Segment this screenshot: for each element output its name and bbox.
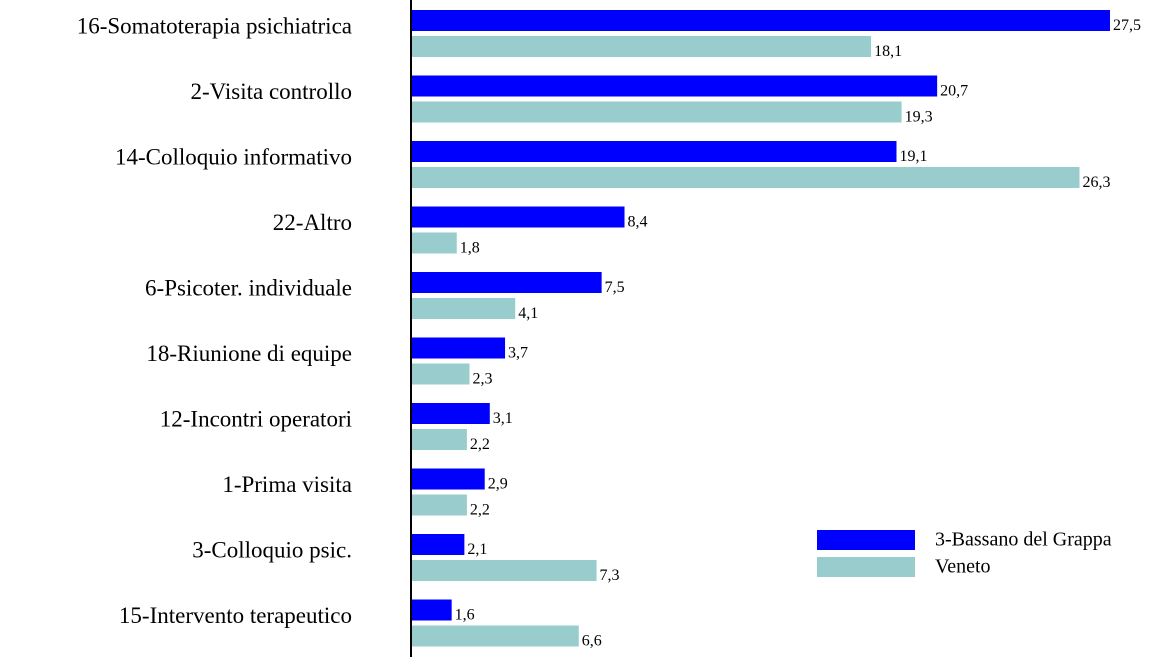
bar (411, 534, 465, 555)
bar (411, 337, 506, 359)
bar (411, 206, 625, 228)
bar (411, 560, 597, 581)
y-tick-label: 2-Visita controllo (190, 79, 352, 104)
legend-label: Veneto (935, 556, 991, 578)
bar (411, 36, 872, 57)
value-label: 3,7 (508, 345, 528, 362)
value-label: 7,3 (600, 567, 620, 584)
value-label: 1,8 (460, 240, 480, 257)
value-label: 4,1 (518, 305, 538, 322)
value-label: 7,5 (605, 279, 625, 296)
value-label: 27,5 (1113, 17, 1141, 34)
value-label: 18,1 (874, 43, 902, 60)
bar (411, 167, 1080, 188)
value-label: 2,2 (470, 502, 490, 519)
bar (411, 468, 485, 490)
bar (411, 625, 579, 647)
legend-swatch (817, 530, 915, 550)
value-label: 19,3 (905, 109, 933, 126)
y-tick-label: 16-Somatoterapia psichiatrica (77, 13, 352, 38)
value-label: 20,7 (940, 83, 968, 100)
y-tick-label: 6-Psicoter. individuale (145, 275, 352, 300)
value-label: 2,1 (467, 541, 487, 558)
value-label: 19,1 (899, 148, 927, 165)
bar (411, 494, 467, 516)
y-tick-label: 14-Colloquio informativo (115, 144, 352, 169)
bar (411, 232, 457, 254)
value-label: 2,2 (470, 436, 490, 453)
bar (411, 75, 938, 97)
bar (411, 10, 1110, 31)
y-tick-label: 18-Riunione di equipe (146, 341, 352, 366)
y-tick-label: 1-Prima visita (222, 472, 352, 497)
bar (411, 363, 470, 385)
y-tick-label: 22-Altro (273, 210, 352, 235)
legend-swatch (817, 557, 915, 577)
bar (411, 599, 452, 621)
value-label: 1,6 (455, 607, 475, 624)
bar (411, 141, 897, 162)
bar (411, 429, 467, 450)
legend-label: 3-Bassano del Grappa (935, 529, 1112, 551)
value-label: 8,4 (628, 214, 648, 231)
value-label: 2,3 (472, 371, 492, 388)
y-tick-label: 3-Colloquio psic. (192, 537, 352, 562)
value-label: 2,9 (488, 476, 508, 493)
value-label: 6,6 (582, 633, 602, 650)
y-tick-label: 15-Intervento terapeutico (119, 603, 352, 628)
bar (411, 403, 490, 424)
value-label: 26,3 (1082, 174, 1110, 191)
bar (411, 101, 902, 123)
value-label: 3,1 (493, 410, 513, 427)
y-tick-label: 12-Incontri operatori (160, 406, 352, 431)
bar (411, 272, 602, 293)
bar (411, 298, 516, 319)
